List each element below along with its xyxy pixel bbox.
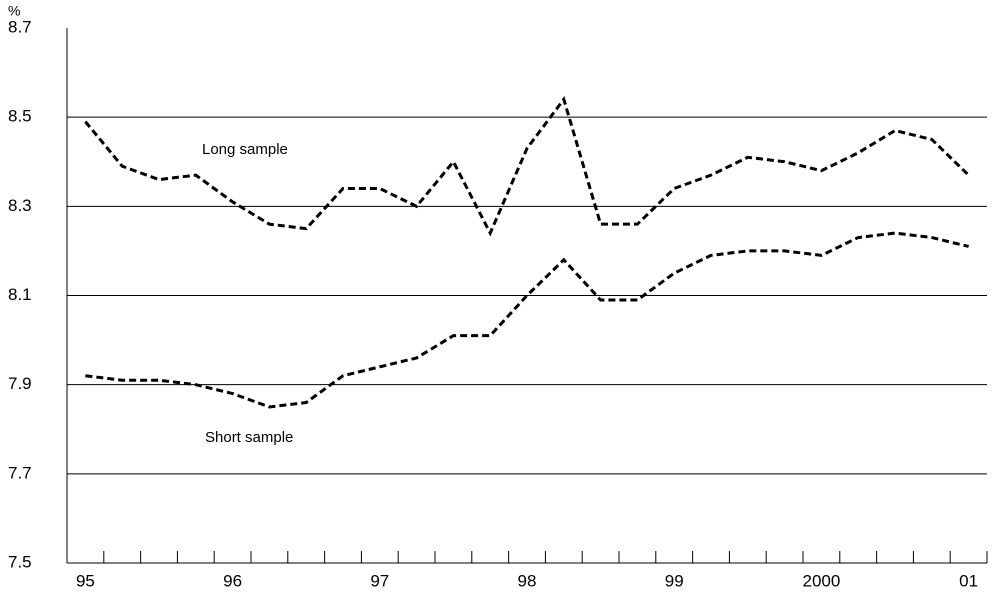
x-tick-label: 96 bbox=[223, 571, 242, 590]
series-label: Long sample bbox=[202, 141, 288, 158]
y-tick-label: 7.9 bbox=[8, 374, 32, 393]
series-label: Short sample bbox=[205, 429, 293, 446]
x-tick-label: 01 bbox=[959, 571, 978, 590]
series-line bbox=[84, 96, 970, 237]
y-unit: % bbox=[8, 3, 20, 19]
y-tick-label: 7.7 bbox=[8, 463, 32, 482]
x-tick-label: 95 bbox=[76, 571, 95, 590]
y-tick-label: 8.7 bbox=[8, 17, 32, 36]
y-tick-label: 7.5 bbox=[8, 552, 32, 571]
x-tick-label: 97 bbox=[370, 571, 389, 590]
y-tick-label: 8.5 bbox=[8, 107, 32, 126]
y-tick-label: 8.3 bbox=[8, 196, 32, 215]
y-tick-label: 8.1 bbox=[8, 285, 32, 304]
series-line bbox=[85, 231, 969, 409]
x-tick-label: 98 bbox=[518, 571, 537, 590]
x-tick-label: 99 bbox=[665, 571, 684, 590]
x-tick-label: 2000 bbox=[802, 571, 840, 590]
